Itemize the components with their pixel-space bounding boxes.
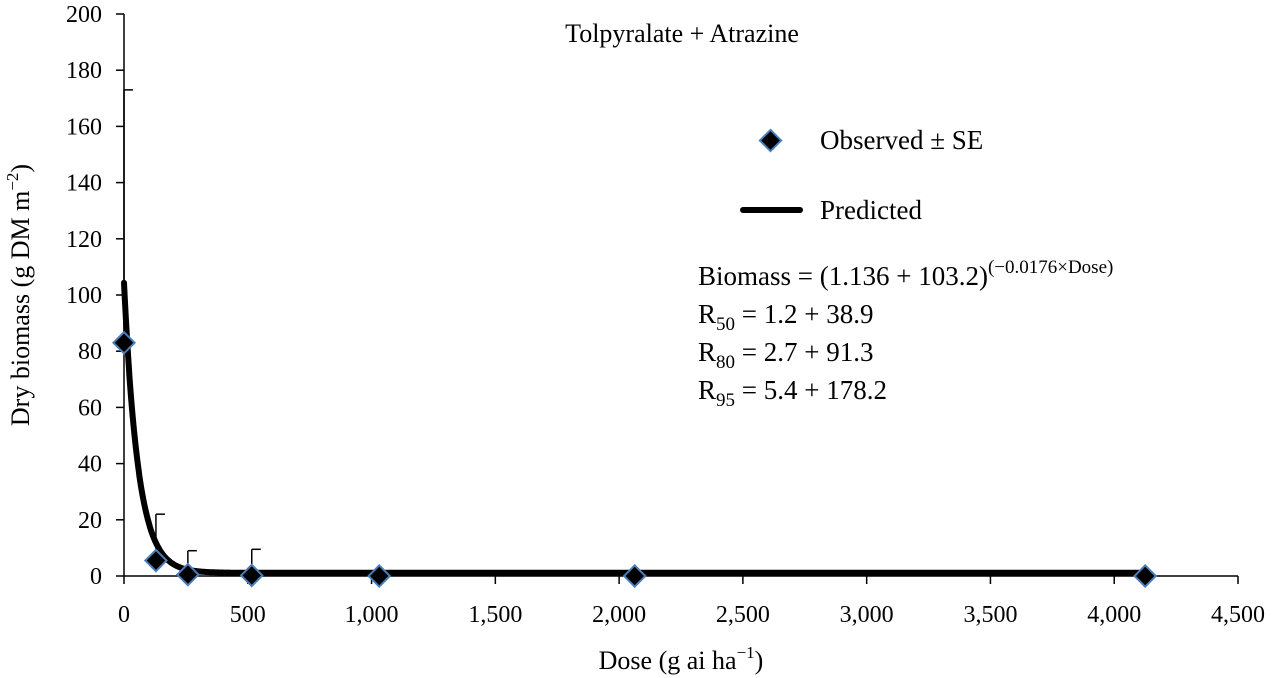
r80-value: = 2.7 + 91.3 — [735, 337, 873, 367]
observed-point — [622, 563, 647, 589]
axes — [123, 14, 1238, 577]
x-axis-title-end: ) — [755, 646, 764, 675]
y-axis-title-sup: −2 — [3, 173, 22, 191]
y-axis-title-main: Dry biomass (g DM m — [6, 191, 35, 426]
observed-point — [1133, 563, 1158, 589]
legend-marker-observed — [758, 128, 783, 153]
y-tick-label: 60 — [78, 395, 102, 421]
x-tick-label: 0 — [118, 602, 130, 628]
y-axis-title-end: ) — [6, 164, 35, 173]
r50-value: = 1.2 + 38.9 — [735, 299, 873, 329]
r95-sub: 95 — [716, 390, 735, 411]
x-axis-title-sup: −1 — [737, 643, 755, 662]
observed-point — [367, 563, 392, 589]
y-tick-label: 80 — [78, 339, 102, 365]
plot-area — [111, 89, 1158, 589]
y-tick-label: 20 — [78, 508, 102, 534]
y-tick-label: 180 — [66, 58, 102, 84]
x-tick-label: 1,000 — [345, 602, 399, 628]
x-tick-label: 3,000 — [840, 602, 894, 628]
equation-main: Biomass = (1.136 + 103.2)(−0.0176×Dose) — [698, 257, 1113, 291]
r95-label: R — [698, 375, 716, 405]
observed-point — [175, 562, 200, 587]
x-tick-label: 2,500 — [716, 602, 770, 628]
observed-point — [239, 563, 264, 588]
predicted-line — [121, 279, 1149, 576]
observed-point — [143, 548, 168, 573]
equation-block: Biomass = (1.136 + 103.2)(−0.0176×Dose) … — [698, 257, 1113, 411]
y-tick-label: 0 — [90, 564, 102, 590]
y-tick-label: 120 — [66, 227, 102, 253]
equation-exponent: (−0.0176×Dose) — [988, 257, 1113, 278]
r50-label: R — [698, 299, 716, 329]
legend-label-observed: Observed ± SE — [820, 125, 983, 155]
r80-sub: 80 — [716, 352, 735, 373]
y-tick-label: 140 — [66, 171, 102, 197]
x-tick-label: 4,500 — [1211, 602, 1265, 628]
equation-r50: R50 = 1.2 + 38.9 — [698, 299, 873, 335]
r80-label: R — [698, 337, 716, 367]
y-axis-title: Dry biomass (g DM m−2) — [3, 164, 35, 426]
chart-title: Tolpyralate + Atrazine — [565, 19, 799, 48]
y-tick-label: 40 — [78, 452, 102, 478]
r95-value: = 5.4 + 178.2 — [735, 375, 887, 405]
x-axis-title-main: Dose (g ai ha — [599, 646, 737, 675]
equation-r80: R80 = 2.7 + 91.3 — [698, 337, 873, 373]
x-tick-label: 500 — [230, 602, 266, 628]
legend: Observed ± SE Predicted — [740, 125, 983, 225]
equation-main-text: Biomass = (1.136 + 103.2) — [698, 261, 988, 291]
y-ticks: 0 20 40 60 80 100 120 140 160 180 200 — [66, 2, 124, 590]
x-tick-label: 2,000 — [592, 602, 646, 628]
x-tick-label: 3,500 — [963, 602, 1017, 628]
x-tick-label: 1,500 — [468, 602, 522, 628]
x-ticks: 0 500 1,000 1,500 2,000 2,500 3,000 3,500 4,000 4… — [118, 576, 1265, 628]
y-tick-label: 160 — [66, 114, 102, 140]
r50-sub: 50 — [716, 314, 735, 335]
x-tick-label: 4,000 — [1087, 602, 1141, 628]
observed-point — [111, 330, 137, 355]
y-tick-label: 100 — [66, 283, 102, 309]
legend-label-predicted: Predicted — [820, 195, 922, 225]
y-tick-label: 200 — [66, 2, 102, 28]
x-axis-title: Dose (g ai ha−1) — [599, 643, 764, 675]
equation-r95: R95 = 5.4 + 178.2 — [698, 375, 887, 411]
